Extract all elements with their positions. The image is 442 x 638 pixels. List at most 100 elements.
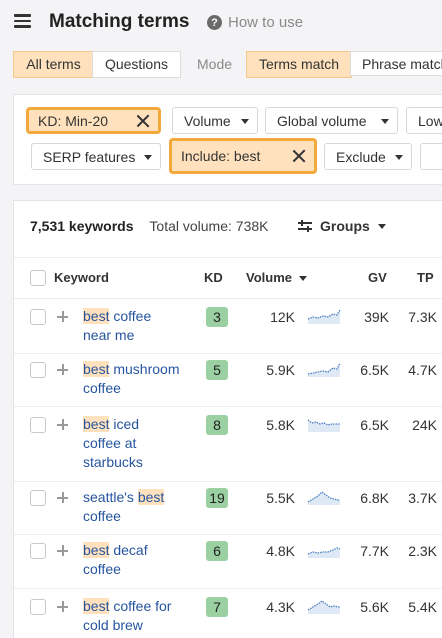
col-keyword[interactable]: Keyword bbox=[54, 270, 109, 285]
keyword-text: mushroom bbox=[109, 361, 180, 377]
trend-sparkline bbox=[307, 600, 340, 614]
how-to-use-link[interactable]: ? How to use bbox=[207, 14, 303, 31]
keyword-link[interactable]: best coffee near me bbox=[83, 307, 195, 345]
kd-badge: 7 bbox=[206, 597, 228, 617]
row-checkbox[interactable] bbox=[30, 417, 46, 433]
gv-value: 6.5K bbox=[360, 417, 389, 433]
sort-desc-icon bbox=[298, 276, 307, 282]
plus-icon[interactable] bbox=[57, 492, 68, 503]
plus-icon[interactable] bbox=[57, 311, 68, 322]
filter-global-volume[interactable]: Global volume bbox=[265, 107, 398, 134]
keyword-text: decaf bbox=[109, 542, 148, 558]
row-checkbox[interactable] bbox=[30, 599, 46, 615]
mode-phrase-match[interactable]: Phrase match bbox=[350, 51, 442, 76]
filter-bar: KD: Min-20 Volume Global volume Low SERP… bbox=[13, 94, 442, 185]
chevron-down-icon bbox=[377, 223, 386, 229]
trend-line bbox=[307, 309, 341, 320]
results-panel: 7,531 keywords Total volume: 738K Groups… bbox=[13, 200, 442, 638]
mode-label: Mode bbox=[197, 56, 233, 72]
keyword-text: coffee bbox=[83, 380, 121, 396]
trend-sparkline bbox=[307, 491, 340, 505]
keyword-link[interactable]: best coffee for cold brew bbox=[83, 597, 195, 635]
tp-value: 7.3K bbox=[408, 309, 437, 325]
trend-area bbox=[308, 548, 340, 558]
filter-kd-label: KD: Min-20 bbox=[38, 113, 109, 129]
keyword-highlight: best bbox=[83, 542, 110, 558]
keyword-highlight: best bbox=[137, 489, 165, 505]
chevron-down-icon bbox=[241, 119, 249, 124]
page-title: Matching terms bbox=[49, 11, 190, 32]
keyword-highlight: best bbox=[83, 361, 110, 377]
keyword-link[interactable]: seattle's best coffee bbox=[83, 488, 195, 526]
tp-value: 3.7K bbox=[408, 490, 437, 506]
gv-value: 6.5K bbox=[360, 362, 389, 378]
total-volume: Total volume: 738K bbox=[149, 218, 269, 234]
mode-terms-match[interactable]: Terms match bbox=[246, 51, 352, 78]
gv-value: 6.8K bbox=[360, 490, 389, 506]
trend-area bbox=[308, 420, 340, 432]
row-checkbox[interactable] bbox=[30, 543, 46, 559]
keyword-link[interactable]: best iced coffee at starbucks bbox=[83, 415, 195, 472]
filter-more[interactable] bbox=[420, 143, 442, 170]
keyword-text: coffee bbox=[83, 508, 121, 524]
keyword-text: coffee for bbox=[109, 598, 172, 614]
filter-low-label: Low bbox=[418, 113, 442, 129]
chevron-down-icon bbox=[381, 119, 389, 124]
volume-value: 12K bbox=[270, 309, 295, 325]
filter-include-label: Include: best bbox=[181, 148, 261, 164]
kd-badge: 6 bbox=[206, 541, 228, 561]
results-summary: 7,531 keywords Total volume: 738K bbox=[30, 218, 268, 234]
tp-value: 5.4K bbox=[408, 599, 437, 615]
col-kd[interactable]: KD bbox=[204, 270, 223, 285]
groups-dropdown[interactable]: Groups bbox=[298, 218, 386, 234]
filter-serp-features[interactable]: SERP features bbox=[31, 143, 161, 170]
trend-sparkline bbox=[307, 547, 341, 558]
keyword-text: near me bbox=[83, 327, 135, 343]
close-icon[interactable] bbox=[292, 149, 306, 163]
col-volume[interactable]: Volume bbox=[246, 270, 307, 285]
keyword-highlight: best bbox=[83, 416, 110, 432]
plus-icon[interactable] bbox=[57, 364, 68, 375]
keyword-link[interactable]: best mushroom coffee bbox=[83, 360, 195, 398]
kd-badge: 5 bbox=[206, 360, 228, 380]
keyword-link[interactable]: best decaf coffee bbox=[83, 541, 195, 579]
filter-exclude[interactable]: Exclude bbox=[324, 143, 412, 170]
gv-value: 39K bbox=[364, 309, 389, 325]
volume-value: 5.5K bbox=[266, 490, 295, 506]
groups-label: Groups bbox=[320, 218, 370, 234]
menu-icon[interactable] bbox=[14, 14, 31, 28]
keyword-text: cold brew bbox=[83, 617, 143, 633]
plus-icon[interactable] bbox=[57, 545, 68, 556]
tp-value: 2.3K bbox=[408, 543, 437, 559]
how-to-use-label: How to use bbox=[228, 14, 304, 31]
tab-questions[interactable]: Questions bbox=[92, 51, 181, 78]
trend-area bbox=[308, 310, 340, 324]
sliders-icon bbox=[298, 220, 312, 232]
table-row: best coffee near me 3 12K 39K 7.3K bbox=[14, 298, 442, 354]
trend-line bbox=[307, 600, 340, 611]
table-row: best mushroom coffee 5 5.9K 6.5K 4.7K bbox=[14, 351, 442, 407]
row-checkbox[interactable] bbox=[30, 490, 46, 506]
tab-all-terms[interactable]: All terms bbox=[13, 51, 94, 78]
close-icon[interactable] bbox=[136, 114, 150, 128]
filter-include[interactable]: Include: best bbox=[169, 138, 317, 174]
col-gv[interactable]: GV bbox=[368, 270, 387, 285]
filter-volume[interactable]: Volume bbox=[172, 107, 258, 134]
trend-area bbox=[308, 492, 340, 505]
filter-kd[interactable]: KD: Min-20 bbox=[26, 107, 161, 134]
kd-badge: 8 bbox=[206, 415, 228, 435]
trend-sparkline bbox=[307, 419, 340, 432]
filter-global-volume-label: Global volume bbox=[277, 113, 367, 129]
kd-badge: 19 bbox=[206, 488, 228, 508]
table-header: Keyword KD Volume GV TP bbox=[14, 257, 442, 299]
row-checkbox[interactable] bbox=[30, 309, 46, 325]
filter-low[interactable]: Low bbox=[406, 107, 442, 134]
plus-icon[interactable] bbox=[57, 601, 68, 612]
row-checkbox[interactable] bbox=[30, 362, 46, 378]
select-all-checkbox[interactable] bbox=[30, 270, 46, 286]
trend-line bbox=[307, 491, 340, 503]
page-header: Matching terms ? How to use bbox=[0, 0, 442, 44]
chevron-down-icon bbox=[395, 155, 403, 160]
plus-icon[interactable] bbox=[57, 419, 68, 430]
col-tp[interactable]: TP bbox=[417, 270, 434, 285]
